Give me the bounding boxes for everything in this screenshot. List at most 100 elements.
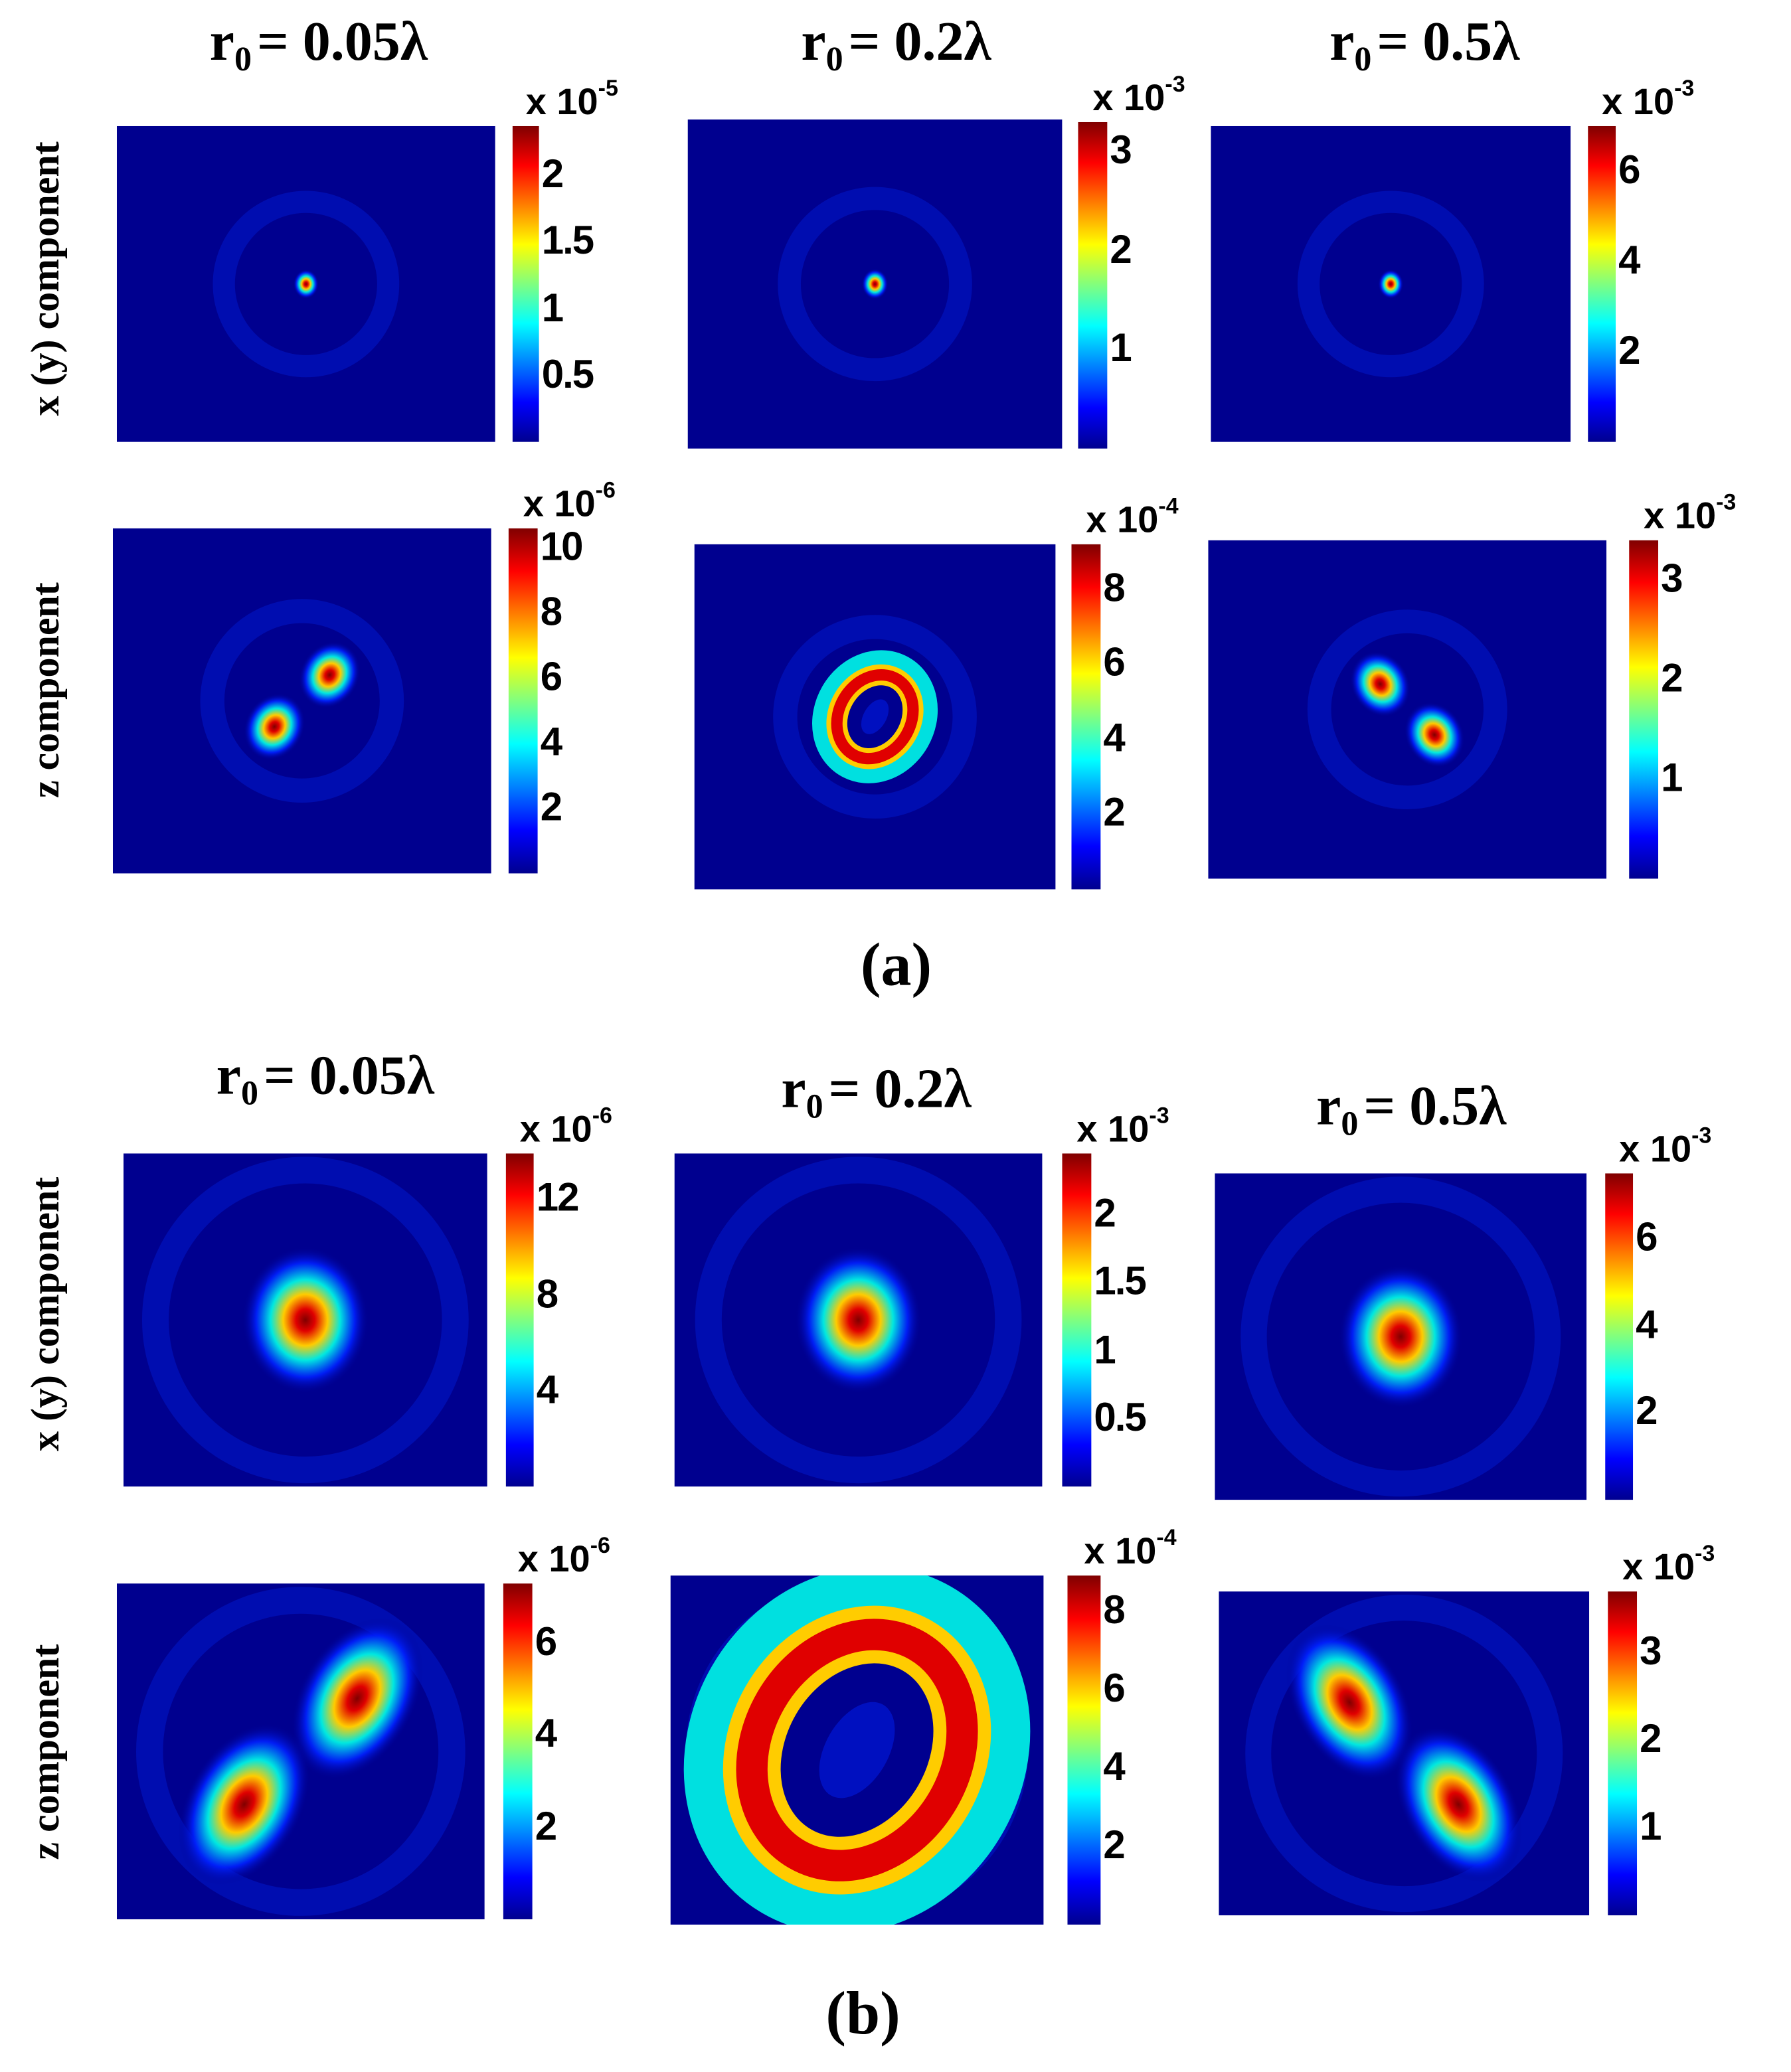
side-lobe-ring bbox=[1297, 191, 1484, 378]
title-subscript: 0 bbox=[1354, 39, 1372, 78]
heatmap-plot bbox=[687, 119, 1063, 449]
side-lobe-ring bbox=[1240, 1176, 1561, 1497]
multiplier-exponent: -3 bbox=[1165, 71, 1185, 97]
title-subscript: 0 bbox=[825, 39, 843, 78]
colorbar-multiplier: x 10-6 bbox=[520, 1103, 612, 1151]
colorbar-tick-label: 8 bbox=[540, 590, 562, 635]
heatmap-plot bbox=[123, 1153, 487, 1487]
title-value: = 0.05λ bbox=[263, 1046, 435, 1107]
colorbar-tick-label: 0.5 bbox=[1094, 1395, 1146, 1440]
colorbar bbox=[1608, 1591, 1638, 1915]
title-var: r bbox=[781, 1059, 806, 1121]
title-value: = 0.2λ bbox=[828, 1059, 972, 1121]
colorbar-gradient bbox=[1071, 544, 1101, 890]
colorbar-tick-label: 2 bbox=[1110, 228, 1132, 272]
multiplier-base: x 10 bbox=[1622, 1546, 1695, 1588]
heatmap-plot bbox=[670, 1575, 1044, 1925]
intensity-lobe bbox=[1395, 1726, 1523, 1883]
row-label: z component bbox=[23, 582, 68, 799]
colorbar-tick-label: 3 bbox=[1640, 1630, 1662, 1674]
colorbar-tick-label: 1 bbox=[541, 285, 564, 330]
column-title: r0 = 0.5λ bbox=[1316, 1075, 1506, 1144]
colorbar-gradient bbox=[1067, 1575, 1101, 1925]
colorbar-tick-label: 4 bbox=[1103, 716, 1125, 761]
colorbar-tick-label: 2 bbox=[1640, 1717, 1662, 1762]
ring-hole bbox=[819, 1702, 895, 1798]
intensity-spot bbox=[861, 268, 889, 299]
intensity-lobe bbox=[1350, 651, 1410, 717]
title-subscript: 0 bbox=[1341, 1104, 1359, 1143]
colorbar-tick-label: 1 bbox=[1640, 1805, 1662, 1850]
colorbar bbox=[1629, 540, 1659, 879]
row-label: x (y) component bbox=[23, 141, 68, 416]
heatmap-plot bbox=[116, 1583, 485, 1919]
side-lobe-ring bbox=[200, 599, 404, 803]
colorbar-gradient bbox=[1062, 1153, 1092, 1487]
multiplier-base: x 10 bbox=[523, 483, 596, 524]
colorbar bbox=[1067, 1575, 1101, 1925]
colorbar-multiplier: x 10-4 bbox=[1086, 494, 1178, 542]
colorbar-tick-label: 4 bbox=[1103, 1745, 1125, 1789]
heatmap-plot bbox=[1219, 1591, 1590, 1915]
multiplier-exponent: -6 bbox=[592, 1103, 612, 1129]
side-lobe-ring bbox=[141, 1156, 469, 1484]
side-lobe-ring bbox=[1245, 1595, 1563, 1913]
colorbar bbox=[1078, 121, 1108, 449]
multiplier-base: x 10 bbox=[517, 1538, 590, 1580]
intensity-lobe bbox=[1286, 1624, 1414, 1781]
side-lobe-ring bbox=[1307, 609, 1507, 810]
colorbar-tick-label: 2 bbox=[1103, 791, 1125, 836]
heatmap-plot bbox=[694, 544, 1056, 890]
colorbar-gradient bbox=[512, 125, 539, 442]
colorbar-tick-label: 4 bbox=[535, 1712, 557, 1757]
colorbar-multiplier: x 10-3 bbox=[1076, 1103, 1169, 1151]
colorbar-tick-label: 1.5 bbox=[1094, 1259, 1146, 1304]
intensity-lobe bbox=[243, 693, 305, 760]
colorbar-multiplier: x 10-3 bbox=[1092, 72, 1185, 120]
multiplier-exponent: -4 bbox=[1158, 493, 1179, 519]
title-subscript: 0 bbox=[806, 1087, 823, 1126]
colorbar bbox=[508, 528, 538, 874]
heatmap-plot bbox=[1208, 540, 1607, 879]
colorbar bbox=[503, 1583, 533, 1919]
multiplier-base: x 10 bbox=[525, 80, 598, 122]
colorbar-tick-label: 2 bbox=[535, 1804, 557, 1849]
colorbar bbox=[1071, 544, 1101, 890]
colorbar-multiplier: x 10-3 bbox=[1602, 76, 1694, 123]
multiplier-base: x 10 bbox=[1076, 1108, 1150, 1150]
colorbar-tick-label: 4 bbox=[536, 1368, 558, 1412]
multiplier-exponent: -6 bbox=[590, 1533, 610, 1559]
colorbar-tick-label: 6 bbox=[535, 1621, 557, 1665]
colorbar-tick-label: 4 bbox=[1636, 1303, 1658, 1347]
title-var: r bbox=[216, 1046, 241, 1107]
side-lobe-ring bbox=[213, 191, 400, 378]
colorbar-tick-label: 0.5 bbox=[541, 353, 594, 397]
title-value: = 0.2λ bbox=[848, 11, 991, 73]
ring-hole bbox=[861, 699, 889, 734]
multiplier-exponent: -5 bbox=[598, 75, 618, 101]
colorbar-tick-label: 2 bbox=[541, 153, 564, 197]
column-title: r0 = 0.05λ bbox=[216, 1044, 434, 1113]
colorbar-multiplier: x 10-3 bbox=[1644, 490, 1736, 538]
colorbar-tick-label: 6 bbox=[1103, 1666, 1125, 1711]
heatmap-plot bbox=[674, 1153, 1043, 1487]
intensity-spot bbox=[1378, 269, 1404, 299]
multiplier-exponent: -3 bbox=[1691, 1123, 1712, 1149]
column-title: r0 = 0.2λ bbox=[781, 1058, 971, 1127]
colorbar-tick-label: 4 bbox=[1618, 238, 1640, 283]
intensity-spot bbox=[1338, 1265, 1463, 1409]
heatmap-plot bbox=[116, 125, 495, 442]
intensity-spot bbox=[242, 1246, 369, 1394]
column-title: r0 = 0.5λ bbox=[1329, 11, 1519, 80]
colorbar-multiplier: x 10-3 bbox=[1622, 1541, 1715, 1589]
title-var: r bbox=[1316, 1076, 1341, 1138]
colorbar-tick-label: 1.5 bbox=[541, 219, 594, 264]
colorbar-gradient bbox=[1605, 1173, 1634, 1500]
colorbar bbox=[1605, 1173, 1634, 1500]
multiplier-exponent: -6 bbox=[595, 477, 616, 503]
multiplier-base: x 10 bbox=[1084, 1530, 1157, 1572]
colorbar-tick-label: 2 bbox=[1636, 1390, 1658, 1435]
ring-peak bbox=[831, 669, 919, 765]
colorbar-tick-label: 8 bbox=[1103, 566, 1125, 611]
